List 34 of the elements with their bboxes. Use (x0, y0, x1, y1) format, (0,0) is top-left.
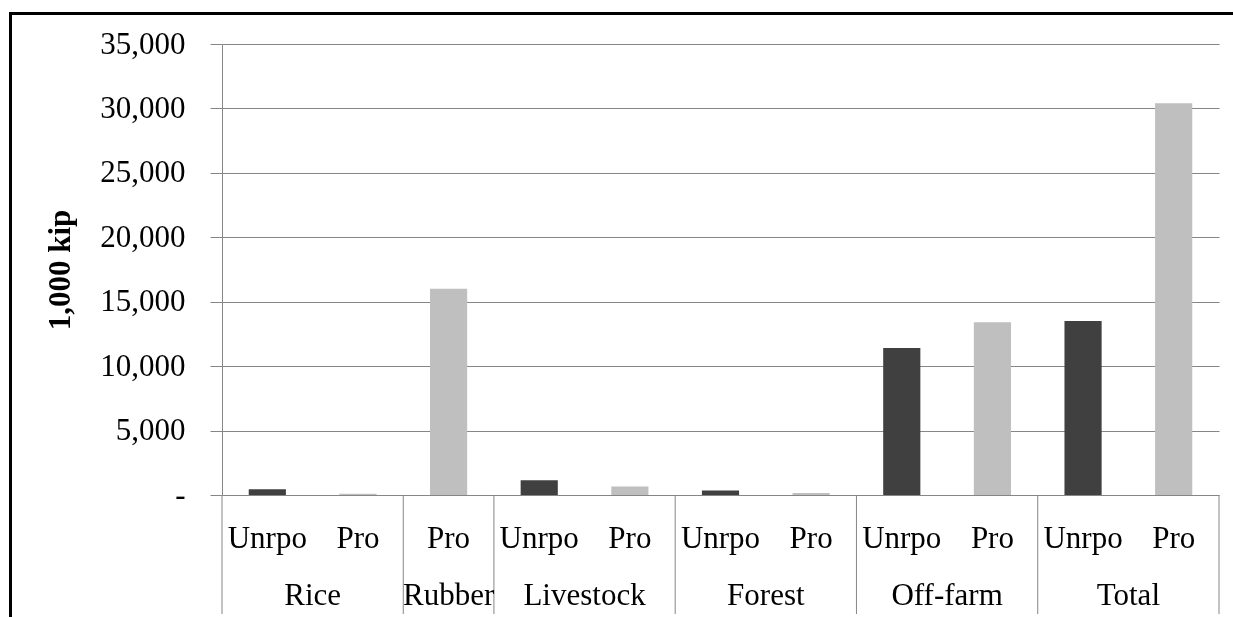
series-label: Unrpo (1043, 520, 1123, 555)
y-tick-label: - (175, 476, 186, 512)
x-tick-label: Rice (284, 577, 342, 612)
y-axis-title: 1,000 kip (41, 209, 77, 331)
x-tick-label: Rubber (402, 577, 495, 612)
x-tick-label: Off-farm (891, 577, 1003, 612)
y-tick-label: 5,000 (115, 412, 186, 448)
text: Pro (789, 520, 833, 555)
text: Pro (608, 520, 652, 555)
text: Unrpo (862, 520, 942, 555)
y-tick-label: 20,000 (100, 218, 186, 254)
bar (883, 348, 921, 495)
bar (520, 480, 558, 495)
bar (701, 490, 740, 495)
text: Unrpo (499, 520, 579, 555)
x-tick-label: Livestock (523, 577, 647, 612)
bar (1064, 321, 1102, 495)
y-tick-label: 25,000 (100, 154, 186, 190)
bar (611, 486, 649, 495)
y-tick-label: 10,000 (100, 347, 186, 383)
text: Unrpo (680, 520, 761, 555)
x-tick-label: Total (1096, 577, 1160, 612)
text: Unrpo (227, 520, 307, 555)
text: Pro (427, 520, 471, 555)
y-tick-label: 15,000 (100, 283, 186, 319)
bar (973, 322, 1011, 495)
x-tick-label: Forest (727, 577, 805, 612)
y-tick-label: 30,000 (100, 89, 186, 125)
y-tick-label: 35,000 (100, 25, 186, 61)
bar (1155, 103, 1193, 495)
text: Pro (1152, 520, 1196, 555)
bar (430, 288, 468, 495)
series-label: Pro (336, 520, 380, 555)
text: Pro (970, 520, 1014, 555)
